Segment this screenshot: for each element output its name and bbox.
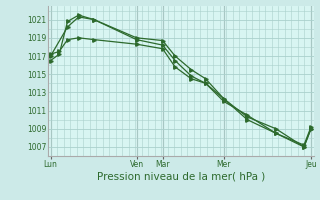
X-axis label: Pression niveau de la mer( hPa ): Pression niveau de la mer( hPa ) <box>97 172 265 182</box>
